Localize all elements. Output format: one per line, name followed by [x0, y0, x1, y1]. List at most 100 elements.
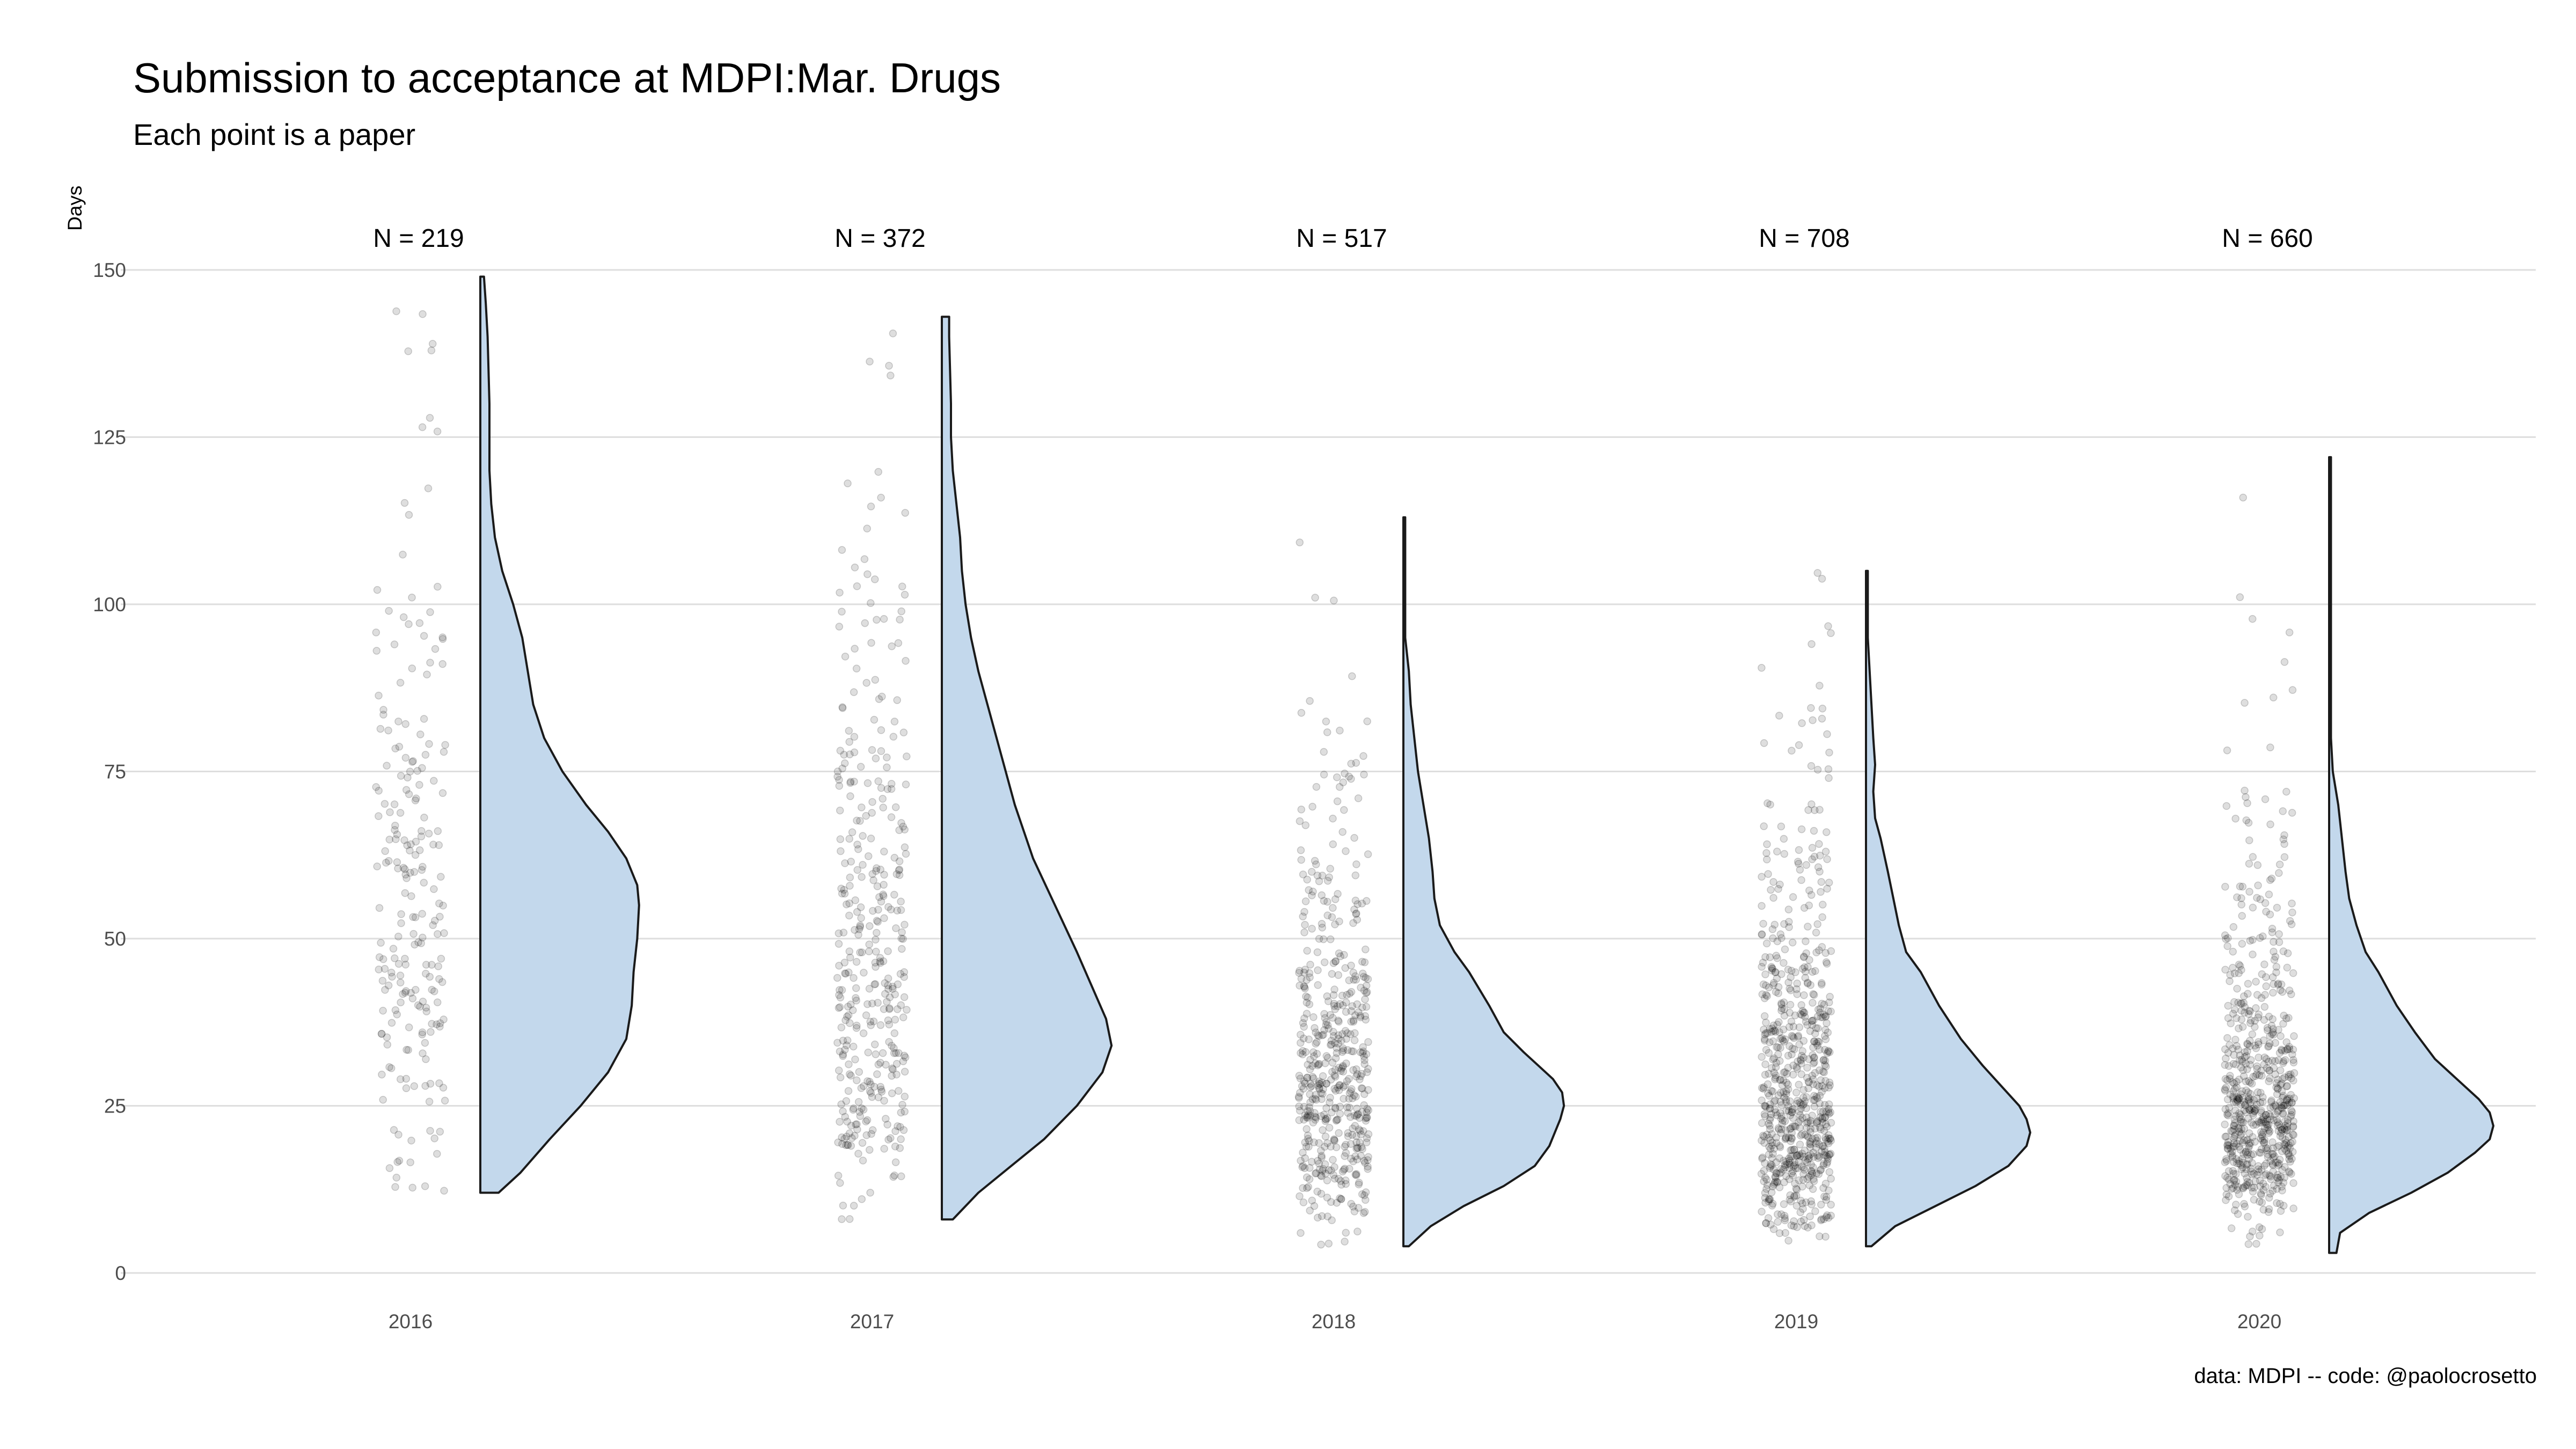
data-point: [390, 1126, 398, 1134]
data-point: [1344, 1132, 1352, 1140]
data-point: [2238, 1087, 2246, 1095]
data-point: [1768, 1130, 1776, 1138]
data-point: [2228, 1127, 2236, 1136]
data-point: [882, 1115, 890, 1123]
data-point: [1335, 783, 1344, 791]
data-point: [2229, 1009, 2237, 1018]
data-point: [2288, 1050, 2296, 1058]
data-point: [1336, 1081, 1344, 1089]
data-point: [1296, 1107, 1304, 1115]
data-point: [1809, 1185, 1817, 1193]
data-point: [378, 1071, 386, 1079]
data-point: [1315, 1032, 1323, 1040]
data-point: [1770, 979, 1778, 987]
data-point: [1304, 1111, 1312, 1119]
data-point: [2287, 1091, 2295, 1099]
data-point: [2274, 1107, 2282, 1115]
data-point: [396, 1075, 405, 1084]
data-point: [895, 871, 904, 879]
data-point: [1357, 1143, 1365, 1151]
data-point: [1795, 1023, 1804, 1031]
data-point: [841, 969, 849, 978]
data-point: [2244, 1093, 2253, 1101]
data-point: [877, 897, 885, 906]
data-point: [1769, 894, 1777, 902]
data-point: [1317, 1146, 1325, 1155]
data-point: [1341, 1152, 1349, 1160]
data-point: [2244, 818, 2253, 827]
data-point: [2264, 1150, 2272, 1158]
data-point: [2275, 938, 2284, 946]
data-point: [2277, 1080, 2285, 1089]
data-point: [1351, 1122, 1359, 1130]
data-point: [2238, 1154, 2246, 1163]
data-point: [1330, 985, 1338, 994]
data-point: [1363, 1134, 1371, 1143]
data-point: [2266, 910, 2274, 919]
data-point: [1795, 846, 1803, 854]
data-point: [1792, 1185, 1801, 1194]
data-point: [1297, 806, 1306, 814]
data-point: [434, 583, 442, 591]
data-point: [2276, 986, 2285, 994]
data-point: [2226, 1072, 2234, 1080]
data-point: [1312, 1169, 1320, 1177]
data-point: [2226, 1180, 2234, 1188]
data-point: [1346, 1087, 1355, 1095]
data-point: [1353, 916, 1362, 924]
data-point: [1785, 1023, 1794, 1031]
data-point: [2242, 1108, 2250, 1116]
data-point: [1362, 1050, 1371, 1058]
data-point: [1331, 1066, 1340, 1074]
data-point: [2281, 1122, 2289, 1130]
data-point: [2224, 1109, 2233, 1117]
data-point: [1362, 1196, 1370, 1204]
data-point: [1765, 1195, 1773, 1203]
data-point: [1797, 1051, 1806, 1060]
data-point: [876, 957, 884, 965]
data-point: [1805, 956, 1813, 964]
data-point: [1788, 939, 1797, 947]
data-point: [1758, 1136, 1766, 1145]
data-point: [1800, 1166, 1809, 1174]
data-point: [1806, 1150, 1814, 1159]
data-point: [1765, 1150, 1773, 1159]
data-point: [1766, 1038, 1774, 1046]
data-point: [856, 921, 864, 930]
data-point: [1826, 1135, 1834, 1143]
data-point: [2237, 1130, 2246, 1138]
data-point: [1353, 1227, 1362, 1236]
data-point: [1808, 1017, 1816, 1025]
data-point: [2245, 860, 2253, 868]
data-point: [439, 902, 447, 910]
data-point: [853, 866, 861, 874]
data-point: [2279, 1110, 2287, 1118]
data-point: [1765, 1119, 1773, 1128]
data-point: [1343, 1077, 1351, 1085]
data-point: [1347, 1007, 1356, 1015]
data-point: [838, 546, 846, 554]
data-point: [408, 594, 416, 602]
data-point: [1786, 1000, 1795, 1009]
data-point: [402, 786, 411, 794]
data-point: [1817, 1013, 1825, 1021]
x-tick-label-2017: 2017: [850, 1311, 894, 1333]
data-point: [1813, 1081, 1821, 1089]
data-point: [436, 1128, 444, 1136]
data-point: [415, 781, 423, 789]
data-point: [1818, 704, 1827, 713]
data-point: [397, 910, 405, 918]
data-point: [2237, 1015, 2246, 1023]
data-point: [868, 746, 876, 754]
data-point: [896, 1123, 904, 1131]
data-point: [2241, 1101, 2249, 1109]
data-point: [1324, 1166, 1333, 1174]
data-point: [1824, 1134, 1832, 1143]
data-point: [1802, 861, 1811, 869]
data-point: [2235, 1190, 2243, 1198]
data-point: [2273, 904, 2281, 912]
data-point: [411, 913, 420, 921]
data-point: [1768, 964, 1776, 973]
data-point: [1761, 1159, 1769, 1167]
data-point: [1338, 1001, 1347, 1009]
